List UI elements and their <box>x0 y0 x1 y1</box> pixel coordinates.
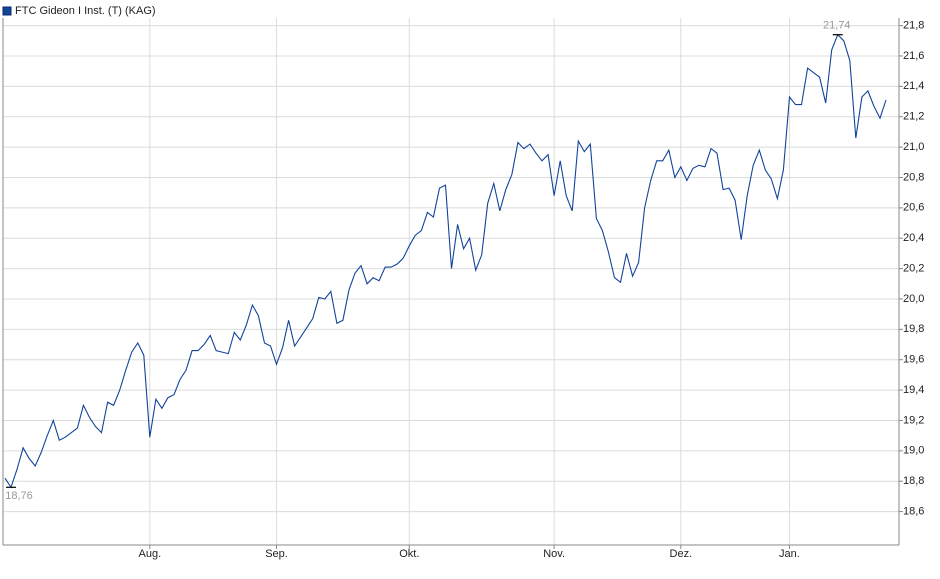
x-tick-label: Okt. <box>399 548 419 560</box>
price-line <box>4 33 887 489</box>
y-tick-label: 21,6 <box>903 50 924 62</box>
y-tick-label: 20,8 <box>903 171 924 183</box>
y-tick-label: 20,0 <box>903 293 924 305</box>
y-tick-label: 20,4 <box>903 232 924 244</box>
y-tick-label: 19,0 <box>903 445 924 457</box>
y-tick-label: 20,6 <box>903 202 924 214</box>
y-tick-label: 20,2 <box>903 262 924 274</box>
y-tick-label: 21,0 <box>903 141 924 153</box>
x-tick-label: Aug. <box>139 548 162 560</box>
legend-swatch <box>2 6 12 16</box>
x-tick-label: Jan. <box>779 548 800 560</box>
x-tick-label: Dez. <box>670 548 693 560</box>
x-tick-label: Nov. <box>543 548 565 560</box>
y-tick-label: 18,6 <box>903 505 924 517</box>
x-tick-label: Sep. <box>265 548 288 560</box>
y-tick-label: 19,6 <box>903 354 924 366</box>
annotation-label: 18,76 <box>5 490 33 502</box>
y-tick-label: 19,2 <box>903 414 924 426</box>
legend-label: FTC Gideon I Inst. (T) (KAG) <box>15 5 156 17</box>
annotation-label: 21,74 <box>823 20 851 32</box>
y-tick-label: 21,2 <box>903 111 924 123</box>
y-tick-label: 21,8 <box>903 19 924 31</box>
y-tick-label: 21,4 <box>903 80 924 92</box>
y-tick-label: 19,4 <box>903 384 924 396</box>
y-tick-label: 18,8 <box>903 475 924 487</box>
y-tick-label: 19,8 <box>903 323 924 335</box>
plot-area <box>3 18 899 545</box>
